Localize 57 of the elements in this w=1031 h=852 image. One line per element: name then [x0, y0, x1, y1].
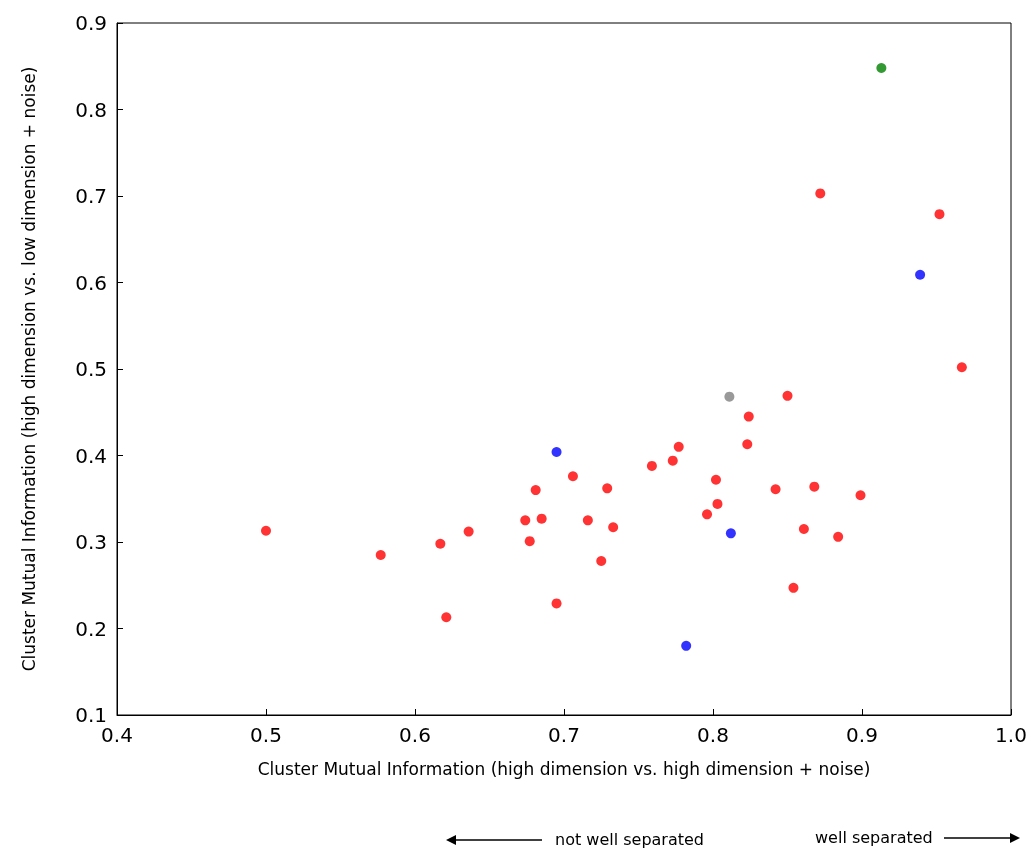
- x-tick-label: 0.6: [399, 723, 431, 747]
- text: not well separated: [555, 829, 704, 849]
- point: [876, 62, 887, 73]
- x-tick-label: 0.8: [697, 723, 729, 747]
- y-tick-label: 0.8: [75, 97, 107, 122]
- x-axis-title: Cluster Mutual Information (high dimension vs. high dimension + noise): [257, 758, 871, 779]
- x-tick-label: 0.5: [250, 723, 282, 747]
- point: [602, 483, 613, 494]
- point: [435, 538, 446, 549]
- point: [673, 441, 684, 452]
- y-tick-label: 0.5: [75, 357, 107, 381]
- point: [855, 490, 866, 501]
- point: [770, 484, 781, 495]
- x-tick-label: 0.7: [548, 723, 580, 747]
- point: [667, 455, 678, 466]
- point: [956, 362, 967, 373]
- y-tick-label: 0.6: [75, 270, 107, 295]
- point: [724, 391, 735, 402]
- y-axis-title: Cluster Mutual Information (high dimension vs. low dimension + noise): [18, 66, 39, 672]
- point: [520, 515, 531, 526]
- point: [536, 513, 547, 524]
- point: [915, 269, 926, 280]
- x-tick-label: 1.0: [995, 723, 1027, 747]
- point: [743, 411, 754, 422]
- point: [788, 582, 799, 593]
- point: [261, 525, 271, 536]
- x-tick-label: 0.9: [846, 723, 878, 747]
- y-tick-label: 0.9: [75, 11, 107, 35]
- y-tick-label: 0.3: [75, 530, 107, 554]
- point: [798, 524, 809, 535]
- point: [712, 498, 723, 509]
- y-tick-label: 0.2: [75, 616, 107, 641]
- point: [833, 531, 844, 542]
- point: [809, 481, 820, 492]
- point: [782, 390, 793, 401]
- point: [582, 515, 593, 526]
- point: [608, 522, 619, 533]
- point: [742, 439, 753, 450]
- text: well separated: [815, 827, 933, 847]
- point: [524, 536, 535, 547]
- point: [375, 549, 386, 560]
- point: [463, 526, 474, 537]
- point: [725, 528, 736, 539]
- point: [702, 509, 713, 520]
- point: [681, 640, 692, 651]
- y-tick-label: 0.4: [75, 443, 107, 468]
- point: [815, 188, 826, 199]
- point: [551, 598, 562, 609]
- point: [934, 209, 945, 220]
- point: [551, 447, 562, 458]
- y-tick-label: 0.7: [75, 184, 107, 208]
- point: [530, 485, 541, 496]
- point: [710, 474, 721, 485]
- point: [596, 556, 607, 567]
- point: [441, 612, 452, 623]
- point: [646, 460, 657, 471]
- point: [567, 471, 578, 482]
